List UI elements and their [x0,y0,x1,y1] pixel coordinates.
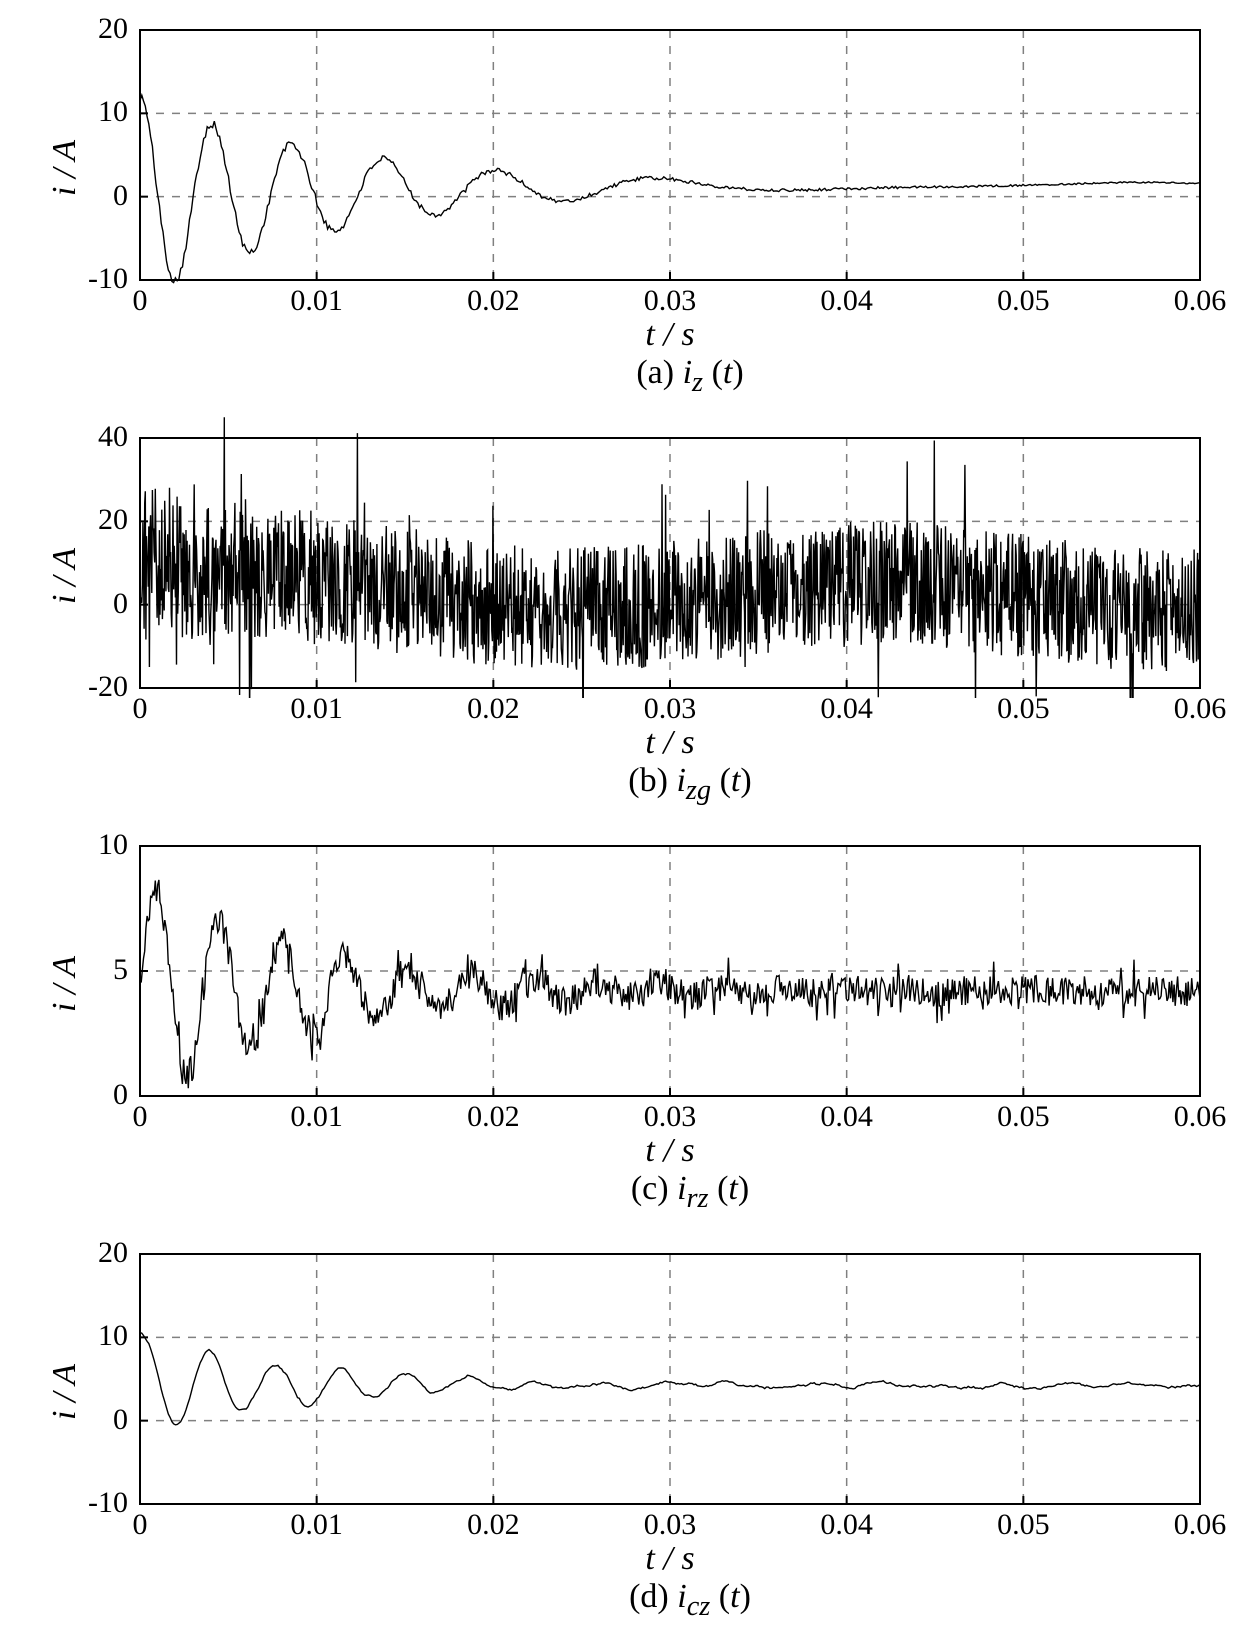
xtick-label: 0.06 [1155,692,1240,726]
figure-container: -100102000.010.020.030.040.050.06i / At … [0,0,1240,1632]
xtick-label: 0.04 [802,1100,892,1134]
caption-a: (a) iz (t) [590,354,790,399]
signal-line-c [140,880,1200,1088]
chart-panel-d [0,0,1240,1514]
xtick-label: 0.05 [978,692,1068,726]
xlabel-a: t / s [630,316,710,354]
xtick-label: 0 [95,692,185,726]
xtick-label: 0.01 [272,692,362,726]
xtick-label: 0.05 [978,1100,1068,1134]
ylabel-c: i / A [46,932,84,1012]
caption-c: (c) irz (t) [590,1170,790,1215]
caption-b: (b) izg (t) [590,762,790,807]
xtick-label: 0.06 [1155,284,1240,318]
xtick-label: 0.02 [448,1508,538,1542]
xtick-label: 0 [95,1508,185,1542]
chart-panel-a [0,0,1240,290]
xtick-label: 0.01 [272,284,362,318]
xtick-label: 0.03 [625,692,715,726]
xlabel-b: t / s [630,724,710,762]
ytick-label: 10 [0,828,128,862]
caption-d: (d) icz (t) [590,1578,790,1623]
ytick-label: 20 [0,1236,128,1270]
xtick-label: 0.03 [625,1100,715,1134]
xlabel-c: t / s [630,1132,710,1170]
ylabel-d: i / A [46,1340,84,1420]
xtick-label: 0.04 [802,284,892,318]
signal-line-d [140,1333,1200,1425]
xtick-label: 0.02 [448,1100,538,1134]
xtick-label: 0 [95,1100,185,1134]
chart-panel-c [0,0,1240,1106]
xtick-label: 0.01 [272,1100,362,1134]
xtick-label: 0.06 [1155,1508,1240,1542]
xtick-label: 0.04 [802,1508,892,1542]
xlabel-d: t / s [630,1540,710,1578]
xtick-label: 0 [95,284,185,318]
xtick-label: 0.03 [625,1508,715,1542]
xtick-label: 0.05 [978,284,1068,318]
signal-line-b [140,417,1200,698]
ylabel-a: i / A [46,116,84,196]
xtick-label: 0.05 [978,1508,1068,1542]
ytick-label: 40 [0,420,128,454]
xtick-label: 0.02 [448,284,538,318]
xtick-label: 0.01 [272,1508,362,1542]
chart-panel-b [0,0,1240,698]
xtick-label: 0.03 [625,284,715,318]
xtick-label: 0.04 [802,692,892,726]
ytick-label: 20 [0,12,128,46]
xtick-label: 0.02 [448,692,538,726]
xtick-label: 0.06 [1155,1100,1240,1134]
ylabel-b: i / A [46,524,84,604]
signal-line-a [140,95,1200,282]
